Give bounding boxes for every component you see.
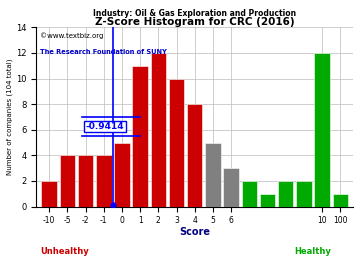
Bar — [132, 66, 148, 207]
Bar — [242, 181, 257, 207]
Bar — [169, 79, 184, 207]
Bar — [205, 143, 221, 207]
Text: Unhealthy: Unhealthy — [40, 248, 89, 256]
X-axis label: Score: Score — [179, 227, 210, 237]
Bar — [314, 53, 330, 207]
Text: The Research Foundation of SUNY: The Research Foundation of SUNY — [40, 49, 166, 55]
Bar — [187, 104, 202, 207]
Bar — [96, 155, 112, 207]
Bar — [260, 194, 275, 207]
Bar — [296, 181, 312, 207]
Bar — [60, 155, 75, 207]
Bar — [114, 143, 130, 207]
Y-axis label: Number of companies (104 total): Number of companies (104 total) — [7, 59, 13, 175]
Text: -0.9414: -0.9414 — [86, 122, 124, 131]
Bar — [224, 168, 239, 207]
Text: Industry: Oil & Gas Exploration and Production: Industry: Oil & Gas Exploration and Prod… — [93, 9, 296, 18]
Title: Z-Score Histogram for CRC (2016): Z-Score Histogram for CRC (2016) — [95, 17, 294, 27]
Bar — [150, 53, 166, 207]
Bar — [41, 181, 57, 207]
Bar — [278, 181, 293, 207]
Bar — [78, 155, 93, 207]
Text: ©www.textbiz.org: ©www.textbiz.org — [40, 33, 103, 39]
Text: Healthy: Healthy — [294, 248, 331, 256]
Bar — [333, 194, 348, 207]
